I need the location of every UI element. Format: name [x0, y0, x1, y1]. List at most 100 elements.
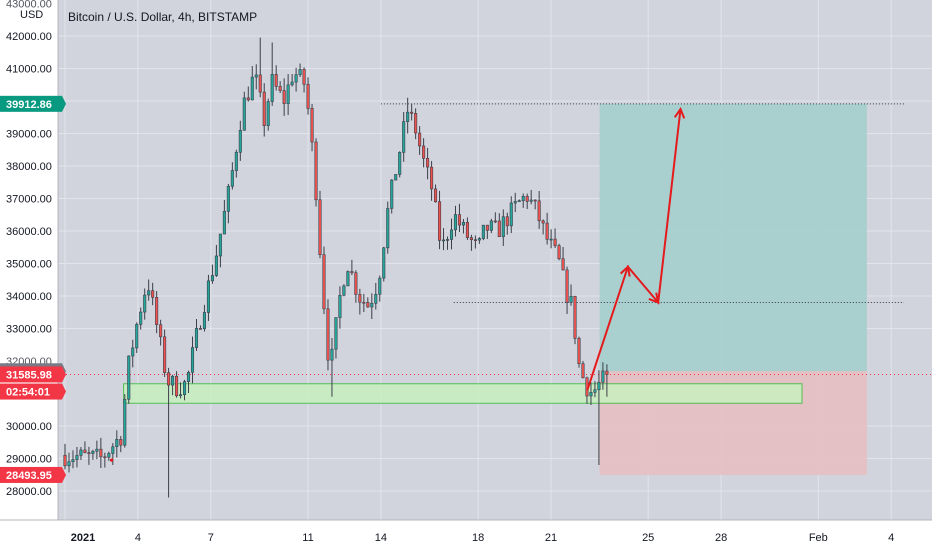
projection-arrowhead-target: [673, 107, 686, 119]
candle: [549, 238, 553, 241]
x-tick-label: 28: [715, 532, 727, 544]
candle: [306, 83, 310, 109]
candle: [577, 338, 581, 365]
candle: [449, 229, 454, 240]
candle: [226, 185, 230, 212]
candle: [206, 280, 210, 313]
chart-title: Bitcoin / U.S. Dollar, 4h, BITSTAMP: [68, 10, 257, 24]
projection-arrowhead-up: [619, 264, 631, 277]
candle: [274, 74, 278, 87]
candle: [601, 370, 605, 383]
candle: [402, 121, 406, 153]
x-tick-label: Feb: [809, 532, 828, 544]
candle: [581, 363, 585, 379]
y-tick-label: 38000.00: [6, 161, 52, 173]
candle: [83, 449, 87, 453]
x-tick-label: 2021: [71, 532, 95, 544]
candle: [246, 97, 250, 101]
y-tick-label: 35000.00: [6, 259, 52, 271]
candle: [218, 233, 222, 257]
candle: [115, 439, 119, 448]
x-tick-label: 18: [472, 532, 484, 544]
candle: [139, 311, 143, 325]
projection-path: [586, 109, 682, 391]
candle: [501, 216, 505, 238]
candle: [194, 328, 199, 348]
price-badge: [0, 95, 62, 112]
candle: [445, 239, 450, 241]
candle: [406, 111, 410, 122]
candle: [238, 129, 242, 153]
candle: [465, 222, 469, 238]
candle: [131, 347, 135, 357]
candle: [366, 302, 370, 308]
candle: [569, 295, 573, 303]
price-badge-pointer: [62, 383, 66, 400]
candle: [151, 290, 155, 298]
candle: [509, 202, 513, 227]
y-tick-label: 34000.00: [6, 291, 52, 303]
candle: [358, 294, 362, 303]
candle: [390, 179, 394, 209]
price-badge-label: 28493.95: [6, 470, 52, 482]
signal-dot: [110, 458, 114, 462]
candle: [485, 224, 489, 231]
candle: [242, 97, 246, 131]
candle: [198, 328, 203, 330]
candle: [382, 247, 386, 279]
y-tick-label: 37000.00: [6, 194, 52, 206]
candle: [186, 372, 191, 382]
candle: [541, 220, 545, 224]
x-tick-label: 4: [135, 532, 141, 544]
candle: [597, 381, 601, 391]
candle: [87, 452, 91, 454]
candle: [286, 84, 290, 104]
candle: [103, 456, 107, 459]
candle: [119, 439, 123, 446]
candle: [79, 449, 83, 456]
candle: [525, 196, 529, 202]
candle: [434, 188, 438, 203]
candle: [155, 297, 159, 325]
candle: [294, 74, 298, 83]
candle: [537, 200, 541, 222]
candle: [302, 69, 306, 85]
candle: [262, 91, 266, 126]
candle: [202, 312, 206, 329]
x-tick-label: 11: [302, 532, 313, 544]
candle: [99, 448, 103, 458]
candle: [123, 398, 127, 446]
candle: [457, 214, 461, 226]
y-tick-label: 36000.00: [6, 226, 52, 238]
candle: [350, 271, 354, 274]
candle: [561, 258, 565, 271]
candle: [71, 459, 75, 463]
candle: [63, 454, 67, 467]
candle: [282, 90, 286, 104]
candle: [175, 375, 179, 397]
candle: [254, 74, 258, 78]
candle: [573, 295, 577, 339]
candle: [95, 448, 99, 452]
x-tick-label: 21: [545, 532, 557, 544]
candle: [67, 461, 71, 467]
candle: [398, 152, 402, 175]
candle: [318, 199, 322, 255]
candle: [533, 199, 537, 202]
candle: [230, 170, 234, 187]
price-badge-pointer: [62, 466, 66, 483]
candle: [342, 285, 346, 296]
y-tick-label: 39000.00: [6, 129, 52, 141]
currency-label: USD: [20, 9, 43, 21]
support-zone: [123, 383, 803, 404]
candle: [386, 208, 390, 249]
candle: [258, 74, 262, 93]
y-tick-label: 43000.00: [6, 0, 52, 11]
candle: [314, 141, 318, 201]
candle: [182, 381, 187, 395]
price-badge: [0, 466, 62, 483]
candle: [310, 108, 314, 143]
candle: [266, 101, 270, 126]
